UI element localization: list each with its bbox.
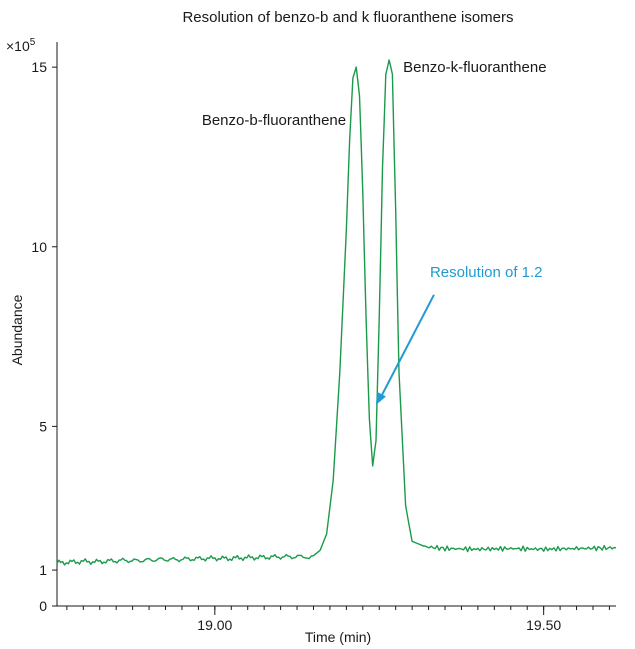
series-line xyxy=(56,59,617,566)
y-axis-label: Abundance xyxy=(9,294,25,365)
x-axis-label: Time (min) xyxy=(305,629,371,645)
annotation-benzo-b: Benzo-b-fluoranthene xyxy=(202,112,346,129)
x-tick-label: 19.00 xyxy=(197,617,232,633)
chart-title: Resolution of benzo-b and k fluoranthene… xyxy=(182,9,513,26)
annotation-layer: Benzo-b-fluoranthene Benzo-k-fluoranthene… xyxy=(202,59,547,405)
x-axis: 19.00 19.50 xyxy=(57,605,616,633)
y-multiplier-exponent: 5 xyxy=(30,37,36,48)
y-tick-label: 5 xyxy=(39,418,47,434)
annotation-benzo-k: Benzo-k-fluoranthene xyxy=(403,59,546,76)
y-tick-label: 0 xyxy=(39,598,47,614)
arrow-shaft xyxy=(379,294,435,400)
y-tick-label: 1 xyxy=(39,562,47,578)
annotation-resolution: Resolution of 1.2 xyxy=(430,264,543,281)
arrow-head xyxy=(375,391,386,405)
y-multiplier: ×105 xyxy=(6,37,36,54)
x-tick-label: 19.50 xyxy=(526,617,561,633)
series-layer xyxy=(56,59,617,566)
y-tick-label: 15 xyxy=(31,59,47,75)
y-tick-label: 10 xyxy=(31,239,47,255)
y-multiplier-base: ×10 xyxy=(6,38,30,54)
